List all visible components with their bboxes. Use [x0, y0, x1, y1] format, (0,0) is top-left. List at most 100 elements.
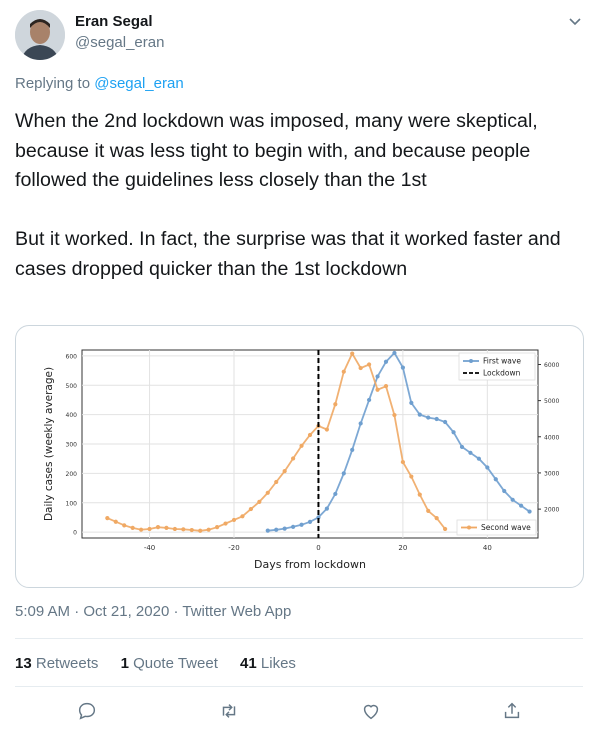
x-tick-label: 0 [316, 544, 320, 552]
data-point [493, 477, 498, 482]
data-point [206, 527, 211, 532]
legend-marker-first-wave-dot [469, 359, 473, 363]
data-point [274, 479, 279, 485]
reply-icon[interactable] [76, 700, 100, 724]
avatar[interactable] [15, 10, 65, 60]
y-right-tick-label: 2000 [544, 507, 559, 514]
data-point [341, 369, 346, 374]
legend-label: First wave [483, 357, 521, 366]
legend-box [458, 352, 536, 381]
y-left-tick-label: 200 [66, 471, 78, 478]
y-axis-label: Daily cases (weekly average) [43, 367, 55, 521]
divider [15, 686, 583, 687]
data-point [443, 526, 448, 532]
data-point [122, 523, 127, 528]
data-point [274, 527, 279, 532]
data-point [105, 516, 110, 521]
x-axis-label: Days from lockdown [254, 558, 366, 571]
data-point [299, 443, 304, 448]
data-point [291, 524, 296, 529]
data-point [341, 471, 346, 476]
data-point [155, 525, 161, 530]
tweet-client[interactable]: Twitter Web App [182, 603, 292, 620]
y-left-tick-label: 300 [66, 442, 78, 449]
y-left-tick-label: 100 [66, 500, 78, 507]
x-tick-label: -40 [144, 544, 155, 552]
tweet-media[interactable]: -40 -20 0 20 40 0 100 200 300 400 500 600 2000 3000 40… [15, 325, 584, 588]
data-point [451, 430, 456, 435]
tweet-stats: 13 Retweets 1 Quote Tweet 41 Likes [15, 655, 314, 672]
data-point [139, 527, 144, 532]
tweet-meta: 5:09 AM · Oct 21, 2020 · Twitter Web App [15, 603, 292, 620]
data-point [434, 516, 439, 521]
data-point [468, 450, 473, 455]
likes-stat[interactable]: 41 Likes [240, 655, 296, 672]
data-point [527, 509, 532, 514]
chevron-down-icon[interactable] [566, 12, 584, 30]
author-name[interactable]: Eran Segal [75, 13, 153, 30]
retweets-stat[interactable]: 13 Retweets [15, 655, 99, 672]
data-point [392, 350, 397, 356]
share-icon[interactable] [501, 700, 525, 724]
y-left-tick-label: 600 [66, 353, 78, 360]
data-point [409, 400, 414, 405]
data-point [400, 365, 405, 370]
y-left-tick-label: 0 [73, 530, 77, 537]
x-tick-label: 40 [483, 544, 492, 552]
data-point [282, 469, 287, 474]
data-point [459, 444, 465, 450]
retweet-icon[interactable] [218, 700, 242, 724]
data-point [519, 503, 524, 508]
data-point [510, 497, 515, 502]
x-tick-label: -20 [228, 544, 239, 552]
data-point [299, 522, 304, 527]
chart: -40 -20 0 20 4001002003004005006002000300040… [43, 349, 559, 571]
data-point [257, 499, 262, 504]
replying-to: Replying to @segal_eran [15, 75, 184, 92]
x-tick-label: 20 [398, 544, 407, 552]
data-point [426, 415, 431, 420]
data-point [324, 506, 329, 511]
legend-marker-second-wave-dot [467, 525, 471, 530]
data-point [383, 359, 389, 364]
author-handle[interactable]: @segal_eran [75, 34, 165, 51]
legend-label: Second wave [481, 523, 531, 532]
data-point [231, 517, 237, 523]
y-right-tick-label: 5000 [544, 398, 559, 405]
data-point [198, 528, 203, 533]
tweet-time[interactable]: 5:09 AM [15, 603, 71, 620]
data-point [358, 365, 363, 371]
divider [15, 638, 583, 639]
reply-to-link[interactable]: @segal_eran [94, 75, 184, 92]
legend-label: Lockdown [483, 369, 521, 378]
tweet-date[interactable]: Oct 21, 2020 [83, 603, 170, 620]
data-point [443, 419, 448, 425]
data-point [400, 459, 405, 465]
data-point [172, 526, 177, 532]
data-point [409, 474, 414, 479]
data-point [392, 412, 397, 418]
y-left-tick-label: 500 [66, 383, 78, 390]
data-point [265, 490, 270, 495]
quotes-stat[interactable]: 1 Quote Tweet [120, 655, 218, 672]
data-point [367, 397, 372, 403]
data-point [434, 416, 439, 422]
y-right-tick-label: 4000 [544, 434, 559, 441]
y-right-tick-label: 3000 [544, 470, 559, 477]
data-point [282, 526, 287, 531]
data-point [350, 447, 355, 452]
data-point [417, 492, 422, 497]
data-point [358, 421, 363, 426]
data-point [350, 351, 355, 356]
data-point [333, 491, 338, 497]
data-point [333, 402, 338, 407]
data-point [240, 514, 245, 519]
data-point [181, 527, 186, 532]
legend-box [456, 519, 537, 536]
data-point [113, 519, 118, 524]
data-point [147, 526, 152, 532]
data-point [130, 525, 135, 530]
tweet-text: When the 2nd lockdown was imposed, many … [15, 110, 561, 280]
like-icon[interactable] [360, 700, 384, 724]
data-point [265, 528, 270, 533]
